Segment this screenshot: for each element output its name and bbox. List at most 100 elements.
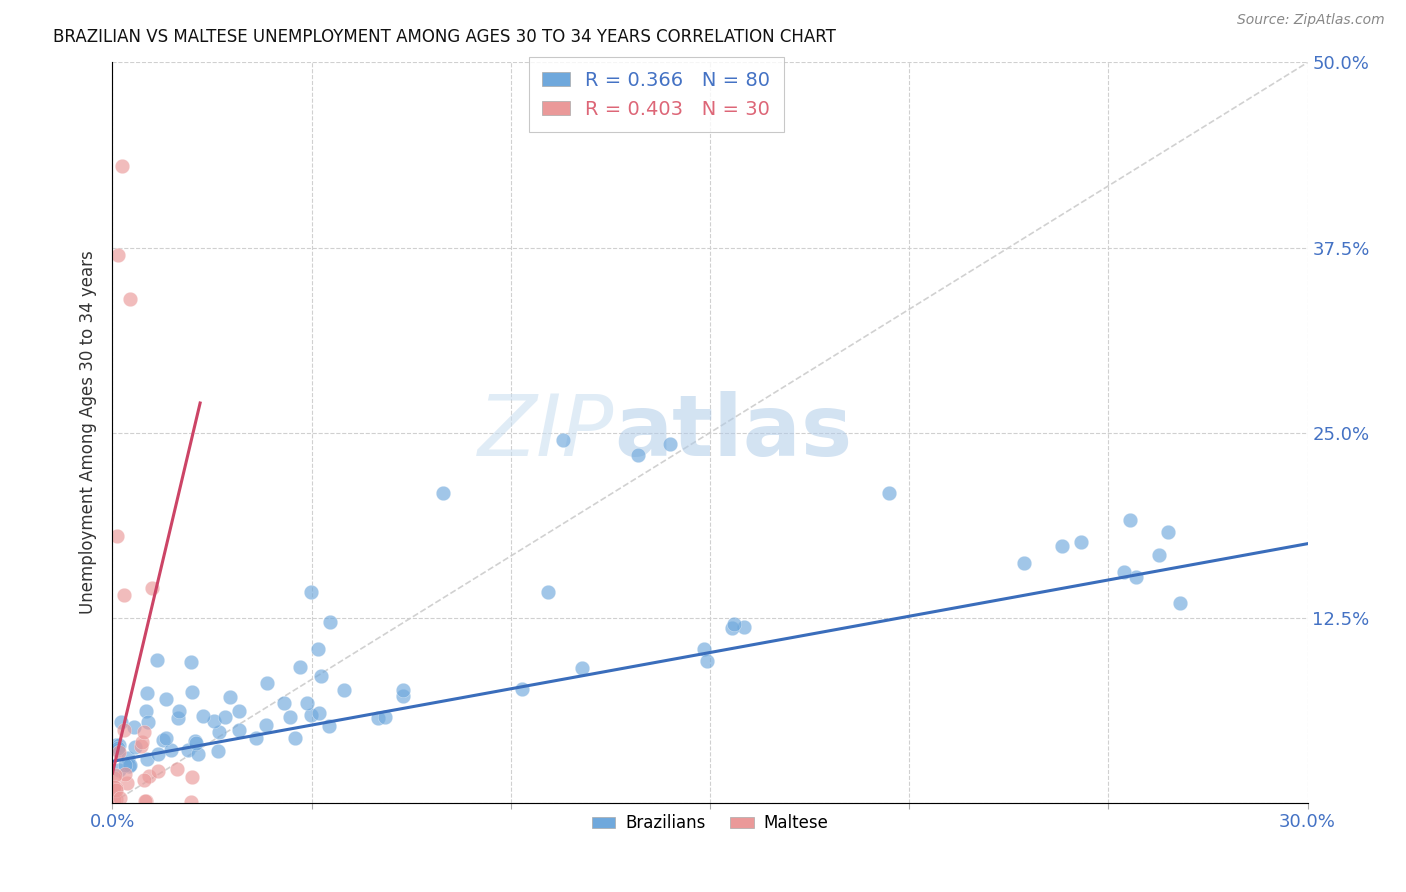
Brazilians — [152, 733, 174, 747]
Brazilians — [1157, 524, 1180, 539]
Brazilians — [295, 697, 318, 711]
Brazilians — [191, 708, 214, 723]
Maltese — [103, 779, 125, 793]
Brazilians — [1149, 549, 1171, 563]
Maltese — [138, 769, 160, 783]
Maltese — [103, 792, 125, 806]
Maltese — [105, 783, 128, 797]
Brazilians — [184, 736, 207, 750]
Brazilians — [136, 715, 159, 730]
Brazilians — [273, 697, 295, 711]
Brazilians — [105, 738, 128, 752]
Maltese — [134, 794, 156, 808]
Maltese — [107, 248, 129, 262]
Brazilians — [1070, 534, 1092, 549]
Brazilians — [696, 654, 718, 668]
Brazilians — [307, 641, 329, 656]
Brazilians — [311, 669, 333, 683]
Brazilians — [118, 758, 141, 772]
Maltese — [115, 776, 138, 790]
Maltese — [105, 529, 128, 543]
Brazilians — [146, 747, 169, 762]
Brazilians — [299, 585, 322, 599]
Brazilians — [145, 653, 167, 667]
Brazilians — [256, 676, 278, 690]
Maltese — [129, 739, 152, 754]
Maltese — [134, 725, 156, 739]
Brazilians — [135, 686, 157, 700]
Maltese — [135, 794, 157, 808]
Brazilians — [659, 437, 682, 451]
Maltese — [120, 293, 142, 307]
Brazilians — [367, 711, 389, 725]
Y-axis label: Unemployment Among Ages 30 to 34 years: Unemployment Among Ages 30 to 34 years — [79, 251, 97, 615]
Brazilians — [117, 751, 139, 765]
Maltese — [132, 772, 155, 787]
Brazilians — [256, 718, 278, 732]
Maltese — [107, 745, 129, 759]
Brazilians — [207, 744, 229, 758]
Maltese — [103, 771, 125, 785]
Brazilians — [1050, 539, 1073, 553]
Brazilians — [208, 724, 231, 739]
Brazilians — [118, 759, 141, 773]
Brazilians — [510, 682, 533, 697]
Brazilians — [1125, 570, 1147, 584]
Brazilians — [391, 689, 413, 703]
Brazilians — [692, 642, 714, 657]
Brazilians — [374, 709, 396, 723]
Brazilians — [1114, 565, 1136, 579]
Brazilians — [1119, 513, 1142, 527]
Brazilians — [202, 714, 225, 728]
Maltese — [180, 795, 202, 809]
Brazilians — [183, 733, 205, 747]
Text: ZIP: ZIP — [478, 391, 614, 475]
Brazilians — [318, 719, 340, 733]
Maltese — [104, 767, 127, 781]
Brazilians — [187, 747, 209, 761]
Brazilians — [432, 486, 454, 500]
Brazilians — [627, 448, 650, 462]
Brazilians — [392, 683, 415, 698]
Brazilians — [167, 704, 190, 718]
Brazilians — [299, 707, 322, 722]
Maltese — [181, 770, 204, 784]
Maltese — [166, 762, 188, 776]
Brazilians — [124, 739, 146, 754]
Text: Source: ZipAtlas.com: Source: ZipAtlas.com — [1237, 13, 1385, 28]
Text: BRAZILIAN VS MALTESE UNEMPLOYMENT AMONG AGES 30 TO 34 YEARS CORRELATION CHART: BRAZILIAN VS MALTESE UNEMPLOYMENT AMONG … — [53, 28, 835, 45]
Brazilians — [181, 684, 204, 698]
Brazilians — [160, 743, 183, 757]
Legend: Brazilians, Maltese: Brazilians, Maltese — [585, 807, 835, 838]
Brazilians — [290, 660, 312, 674]
Maltese — [110, 790, 132, 805]
Maltese — [114, 589, 135, 603]
Brazilians — [245, 731, 267, 745]
Brazilians — [879, 486, 901, 500]
Brazilians — [537, 585, 560, 599]
Brazilians — [332, 682, 354, 697]
Brazilians — [114, 758, 136, 772]
Brazilians — [214, 710, 236, 724]
Brazilians — [571, 661, 593, 675]
Brazilians — [107, 738, 129, 752]
Brazilians — [107, 743, 129, 757]
Brazilians — [136, 751, 159, 765]
Maltese — [103, 780, 125, 794]
Brazilians — [551, 433, 574, 447]
Brazilians — [110, 714, 132, 729]
Maltese — [131, 735, 153, 749]
Brazilians — [177, 743, 200, 757]
Brazilians — [228, 723, 250, 738]
Brazilians — [155, 692, 177, 706]
Brazilians — [155, 731, 177, 745]
Brazilians — [122, 720, 145, 734]
Text: atlas: atlas — [614, 391, 852, 475]
Brazilians — [107, 741, 129, 756]
Brazilians — [319, 615, 342, 629]
Brazilians — [278, 710, 301, 724]
Maltese — [111, 159, 134, 173]
Brazilians — [308, 706, 330, 720]
Maltese — [105, 780, 128, 795]
Brazilians — [167, 711, 190, 725]
